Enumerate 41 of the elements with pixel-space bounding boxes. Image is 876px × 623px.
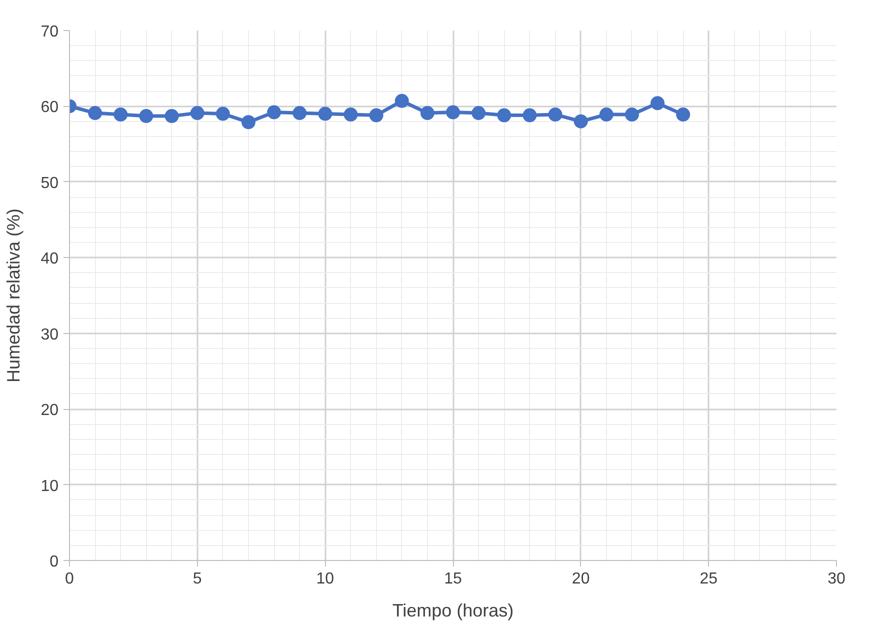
point: [114, 108, 128, 122]
point: [650, 96, 665, 110]
point: [446, 105, 460, 120]
point: [624, 108, 639, 122]
y-tick-label: 0: [50, 554, 59, 570]
x-tick-label: 5: [192, 570, 202, 588]
x-tick-label: 30: [828, 570, 846, 588]
point: [574, 114, 588, 128]
x-tick-label: 10: [316, 570, 334, 588]
point: [548, 108, 562, 122]
point: [241, 115, 256, 130]
point: [420, 106, 434, 120]
y-tick-label: 10: [40, 478, 59, 495]
x-tick-label: 0: [65, 570, 74, 588]
x-tick-label: 15: [444, 570, 462, 588]
point: [344, 108, 358, 122]
y-tick-label: 50: [40, 174, 59, 192]
y-tick-label: 40: [40, 250, 59, 268]
point: [472, 106, 486, 120]
y-tick-label: 30: [40, 326, 59, 344]
point: [522, 108, 537, 122]
point: [676, 108, 690, 122]
y-tick-label: 20: [40, 402, 59, 420]
point: [369, 108, 384, 122]
point: [190, 106, 204, 120]
x-axis-title: Tiempo (horas): [392, 600, 514, 620]
x-tick-label: 20: [572, 570, 590, 588]
point: [599, 108, 614, 122]
point: [164, 109, 179, 124]
x-tick-label: 25: [700, 570, 718, 588]
point: [497, 108, 512, 122]
point: [267, 105, 282, 120]
point: [139, 109, 154, 124]
point: [318, 106, 332, 121]
y-tick-label: 60: [40, 99, 59, 116]
point: [88, 106, 102, 120]
y-tick-label: 70: [40, 24, 59, 40]
point: [292, 106, 307, 120]
point: [394, 94, 409, 108]
point: [216, 106, 230, 121]
y-axis-title: Humedad relativa (%): [4, 208, 24, 383]
